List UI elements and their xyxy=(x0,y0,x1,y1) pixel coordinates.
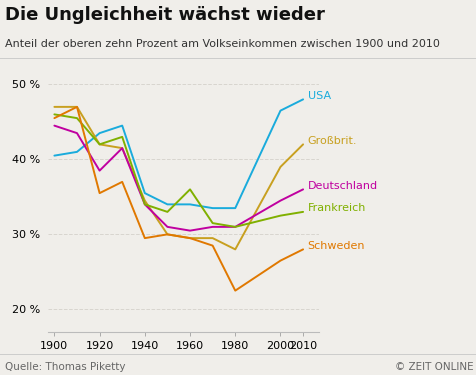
Text: USA: USA xyxy=(307,91,331,101)
Text: Die Ungleichheit wächst wieder: Die Ungleichheit wächst wieder xyxy=(5,6,325,24)
Text: © ZEIT ONLINE: © ZEIT ONLINE xyxy=(395,362,474,372)
Text: Schweden: Schweden xyxy=(307,241,365,250)
Text: Deutschland: Deutschland xyxy=(307,181,378,190)
Text: Großbrit.: Großbrit. xyxy=(307,136,357,146)
Text: Quelle: Thomas Piketty: Quelle: Thomas Piketty xyxy=(5,362,125,372)
Text: Anteil der oberen zehn Prozent am Volkseinkommen zwischen 1900 und 2010: Anteil der oberen zehn Prozent am Volkse… xyxy=(5,39,440,50)
Text: Frankreich: Frankreich xyxy=(307,203,366,213)
